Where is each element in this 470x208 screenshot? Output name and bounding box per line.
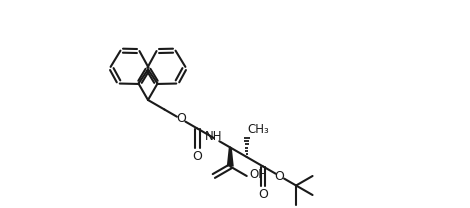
Text: CH₃: CH₃ (248, 123, 269, 136)
Text: O: O (274, 170, 284, 182)
Text: O: O (192, 151, 202, 163)
Polygon shape (227, 147, 234, 166)
Text: NH: NH (205, 130, 223, 144)
Text: OH: OH (250, 168, 268, 182)
Text: O: O (176, 113, 186, 125)
Text: O: O (258, 188, 268, 202)
